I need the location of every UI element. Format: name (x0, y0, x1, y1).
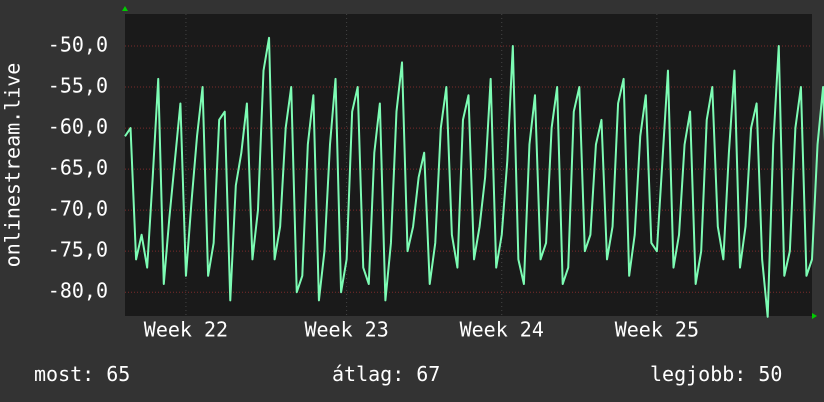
legend-value: 67 (416, 362, 440, 386)
y-axis-label: onlinestream.live (1, 63, 25, 268)
plot-area (125, 14, 812, 316)
axis-arrow (122, 6, 128, 11)
y-tick-label: -75,0 (48, 238, 108, 262)
legend-label: most: (34, 362, 94, 386)
y-tick-label: -80,0 (48, 279, 108, 303)
y-tick-label: -55,0 (48, 74, 108, 98)
legend-entry: most: 65 (34, 362, 130, 386)
x-tick-label: Week 22 (144, 318, 228, 342)
y-tick-label: -70,0 (48, 197, 108, 221)
legend-label: legjobb: (650, 362, 746, 386)
y-tick-label: -50,0 (48, 33, 108, 57)
x-tick-label: Week 23 (304, 318, 388, 342)
x-tick-label: Week 25 (615, 318, 699, 342)
legend-value: 65 (106, 362, 130, 386)
y-tick-label: -65,0 (48, 156, 108, 180)
axis-arrow (812, 313, 817, 319)
y-tick-label: -60,0 (48, 115, 108, 139)
legend-value: 50 (758, 362, 782, 386)
line (124, 36, 824, 318)
legend-label: átlag: (332, 362, 404, 386)
legend-entry: átlag: 67 (332, 362, 440, 386)
x-tick-label: Week 24 (460, 318, 544, 342)
legend-entry: legjobb: 50 (650, 362, 782, 386)
